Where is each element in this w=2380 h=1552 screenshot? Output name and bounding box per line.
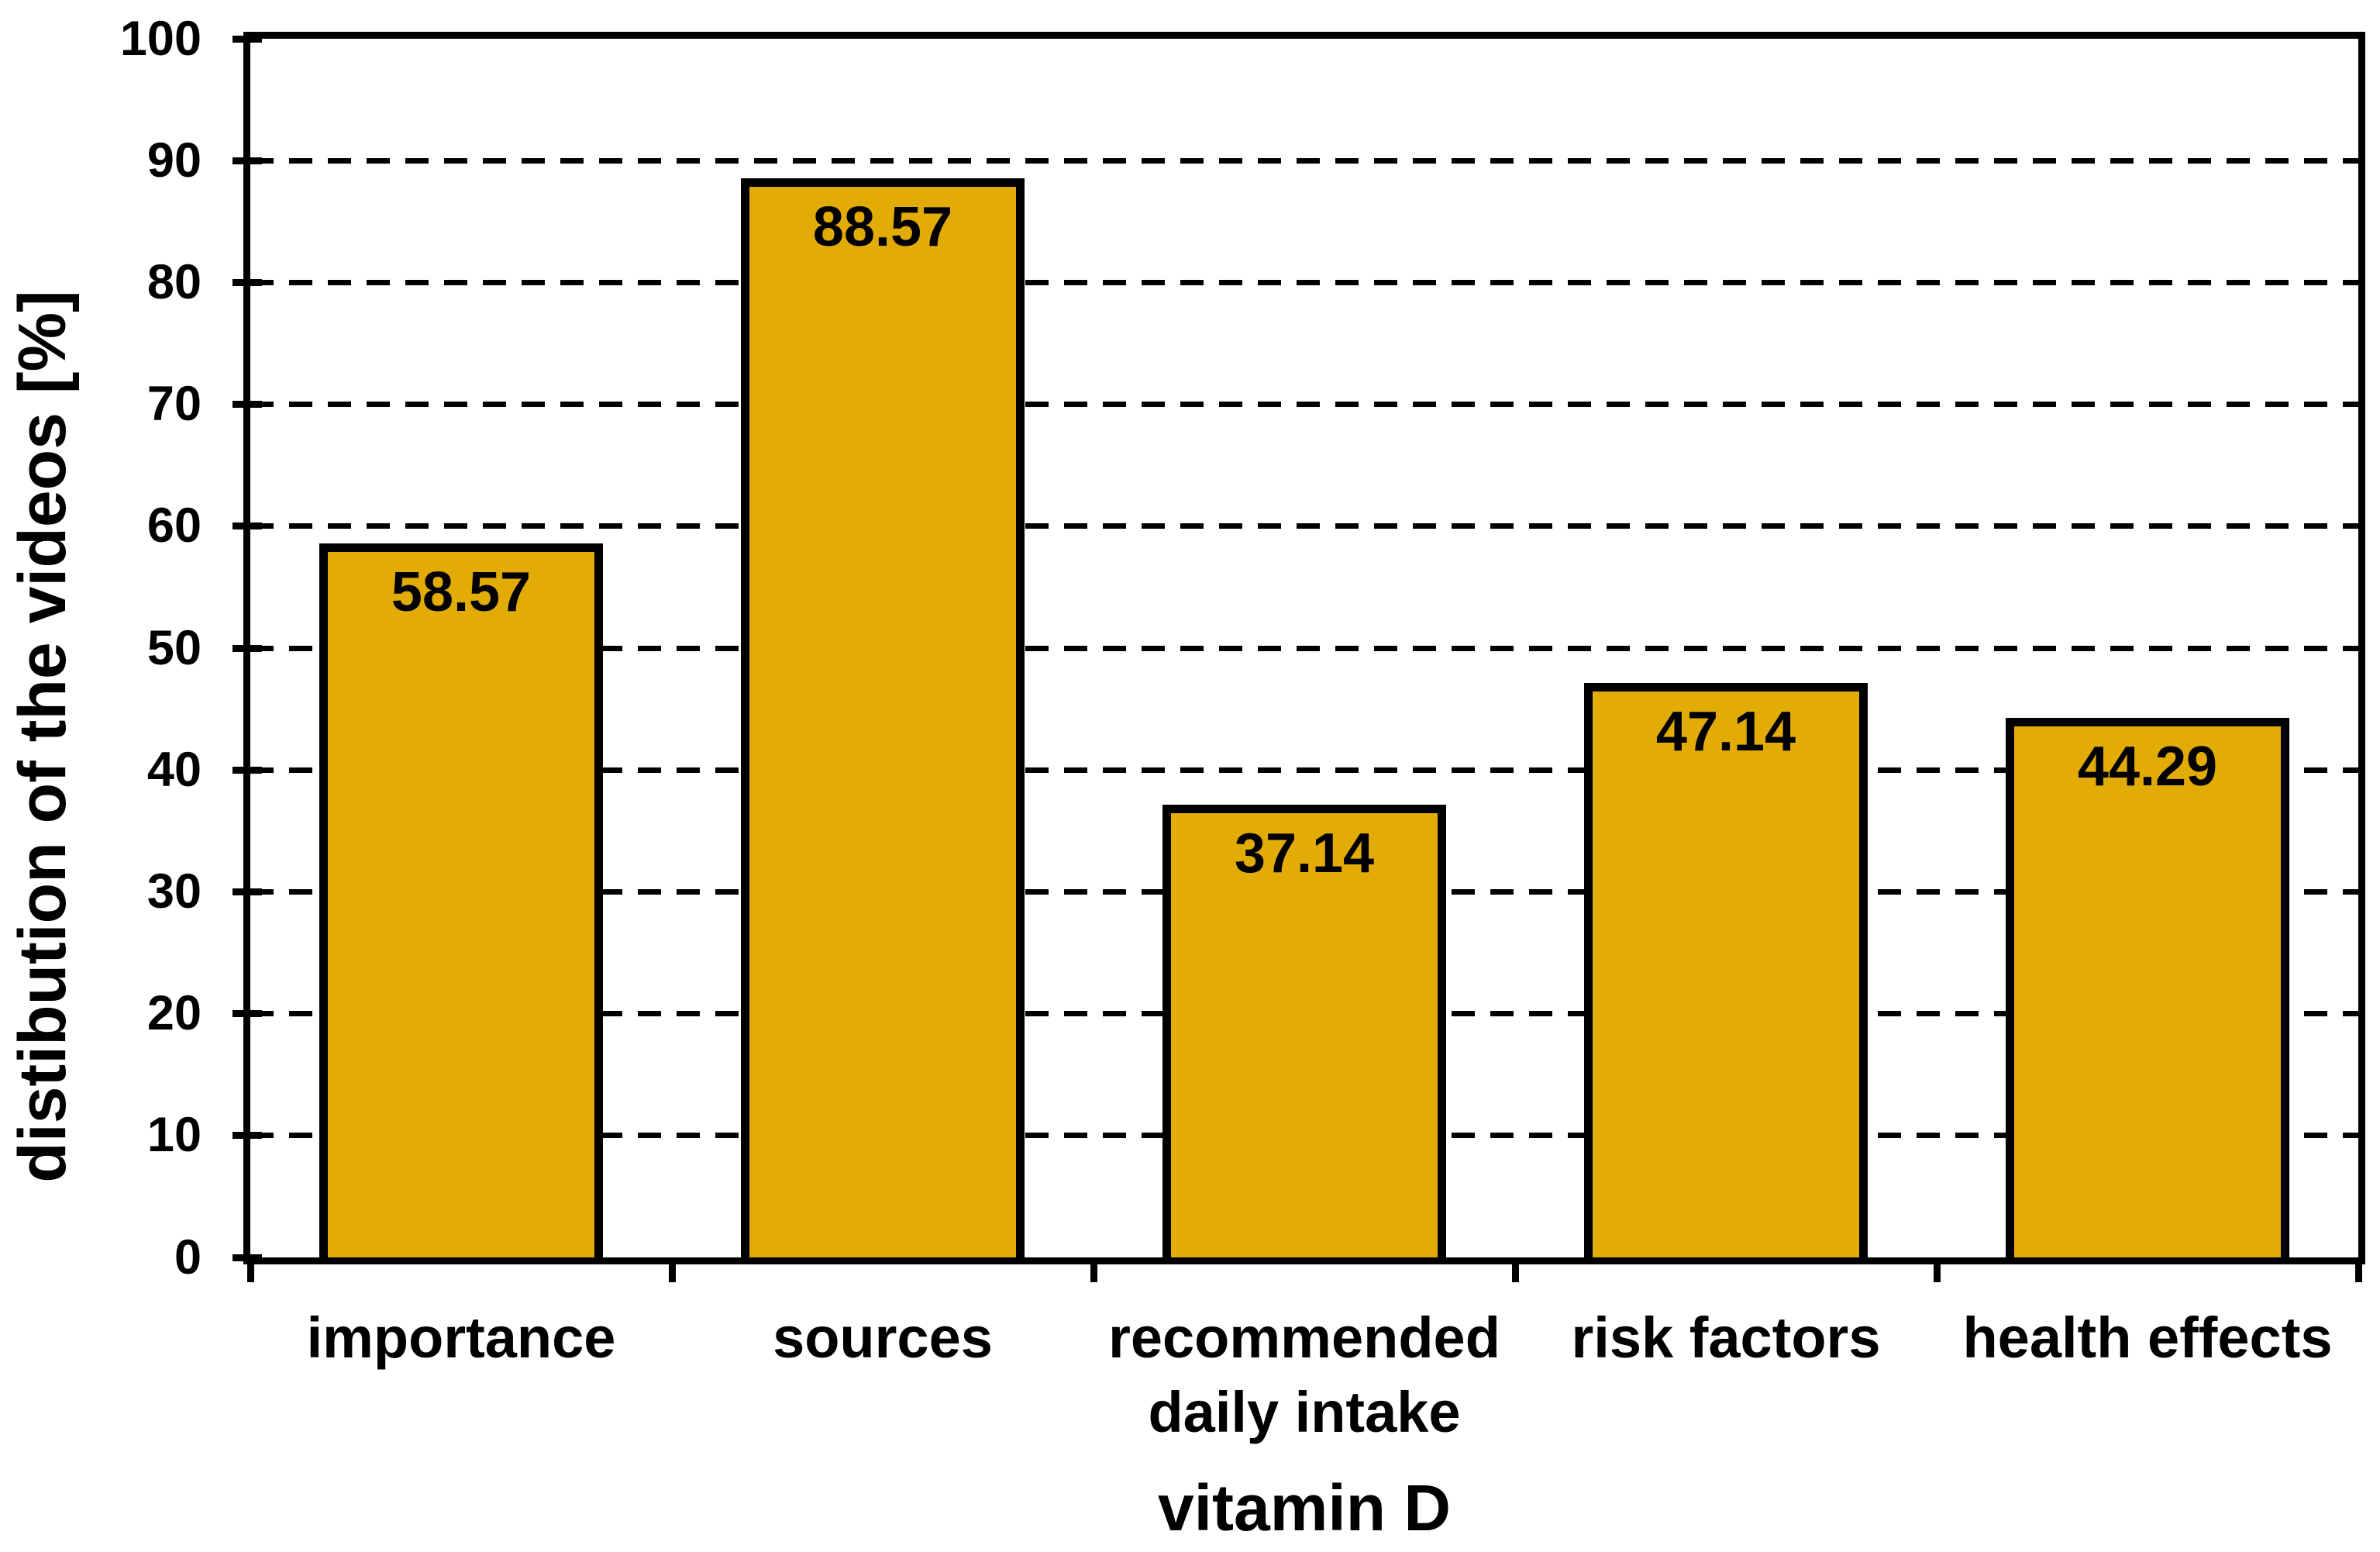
category-label: recommended daily intake <box>1108 1305 1500 1444</box>
y-tick-mark <box>232 401 262 409</box>
bar-value-label: 47.14 <box>1655 700 1796 763</box>
bar-value-label: 37.14 <box>1234 823 1375 885</box>
gridline <box>250 767 2358 773</box>
gridline <box>250 279 2358 285</box>
bar-value-label: 44.29 <box>2077 735 2218 798</box>
x-tick-mark <box>2354 1261 2362 1282</box>
y-tick-label: 60 <box>146 498 201 554</box>
bar: 58.57 <box>319 543 603 1257</box>
category-label: sources <box>773 1305 993 1370</box>
bar: 88.57 <box>741 178 1025 1257</box>
y-tick-label: 100 <box>119 11 201 66</box>
gridline <box>250 645 2358 651</box>
x-tick-mark <box>246 1261 254 1282</box>
y-tick-label: 90 <box>146 133 201 188</box>
x-tick-mark <box>668 1261 676 1282</box>
y-tick-label: 70 <box>146 377 201 432</box>
y-tick-label: 10 <box>146 1108 201 1163</box>
category-label: risk factors <box>1571 1305 1881 1370</box>
gridline <box>250 157 2358 164</box>
y-tick-mark <box>232 1254 262 1261</box>
y-tick-mark <box>232 35 262 43</box>
y-tick-mark <box>232 278 262 286</box>
y-tick-mark <box>232 157 262 164</box>
x-axis-title: vitamin D <box>1157 1471 1452 1544</box>
y-tick-label: 20 <box>146 986 201 1041</box>
gridline <box>250 402 2358 408</box>
gridline <box>250 523 2358 529</box>
bar-value-label: 58.57 <box>391 561 532 624</box>
y-tick-mark <box>232 644 262 652</box>
x-tick-mark <box>1090 1261 1097 1282</box>
y-tick-mark <box>232 1010 262 1018</box>
y-tick-mark <box>232 766 262 774</box>
y-tick-mark <box>232 888 262 895</box>
x-tick-mark <box>1933 1261 1941 1282</box>
category-label: importance <box>306 1305 616 1370</box>
y-tick-mark <box>232 523 262 530</box>
bar: 37.14 <box>1162 805 1446 1257</box>
y-tick-label: 0 <box>174 1230 201 1285</box>
y-tick-label: 80 <box>146 254 201 309</box>
x-tick-mark <box>1511 1261 1519 1282</box>
y-tick-label: 30 <box>146 864 201 919</box>
bar: 47.14 <box>1584 682 1868 1257</box>
bar-value-label: 88.57 <box>812 195 953 258</box>
category-label: health effects <box>1962 1305 2333 1370</box>
bar: 44.29 <box>2006 717 2289 1257</box>
y-tick-label: 50 <box>146 620 201 675</box>
y-axis-title: distibution of the videos [%] <box>5 290 80 1183</box>
plot-area: 58.57 88.57 37.14 47.14 44.29 <box>243 32 2365 1264</box>
y-tick-label: 40 <box>146 742 201 797</box>
y-tick-mark <box>232 1132 262 1140</box>
